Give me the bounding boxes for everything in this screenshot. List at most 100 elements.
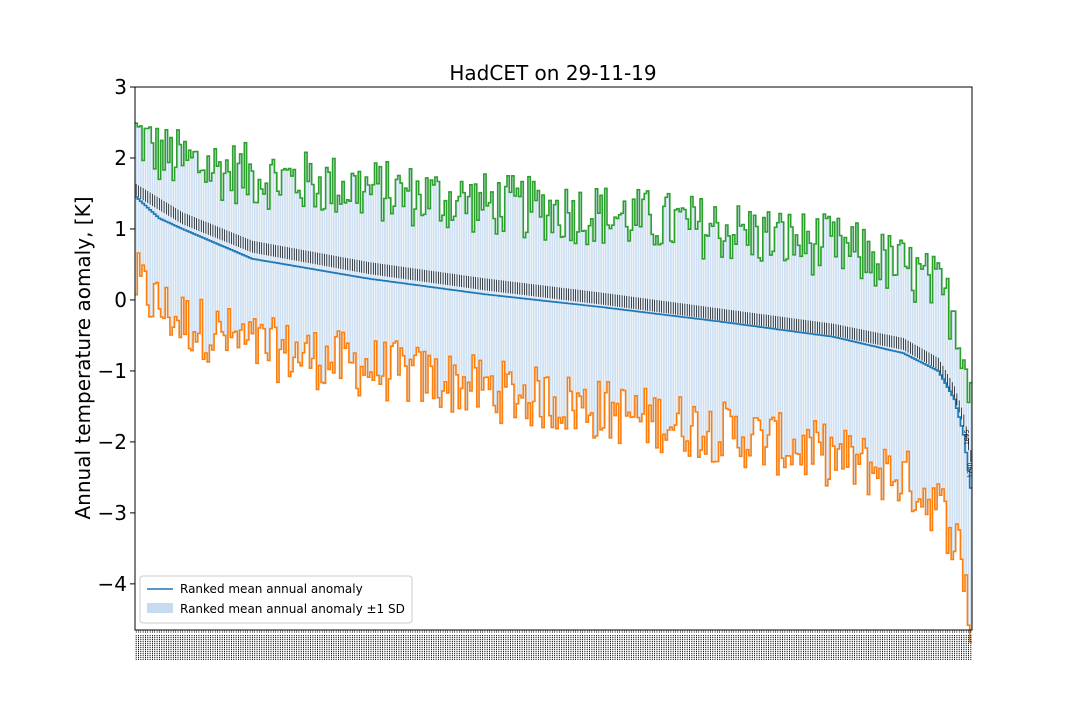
sd-band-bar xyxy=(939,268,942,496)
sd-band-bar xyxy=(451,220,454,412)
sd-band-bar xyxy=(790,227,793,465)
sd-band-bar xyxy=(786,259,789,456)
sd-band-bar xyxy=(872,252,875,474)
sd-band-bar xyxy=(551,232,554,428)
sd-band-bar xyxy=(409,168,412,360)
sd-band-bar xyxy=(644,193,647,389)
sd-band-bar xyxy=(828,216,830,480)
sd-band-bar xyxy=(516,188,519,404)
sd-band-bar xyxy=(495,234,498,413)
sd-band-bar xyxy=(839,235,842,444)
sd-band-bar xyxy=(184,141,186,335)
sd-band-bar xyxy=(646,190,649,443)
sd-band-bar xyxy=(653,244,656,398)
sd-band-bar xyxy=(372,184,375,381)
sd-band-bar xyxy=(235,203,237,332)
sd-band-bar xyxy=(321,209,324,383)
sd-band-bar xyxy=(158,179,161,309)
sd-band-bar xyxy=(660,243,663,453)
sd-band-bar xyxy=(493,218,496,406)
sd-band-bar xyxy=(630,230,633,418)
sd-band-bar xyxy=(967,402,970,626)
y-axis: 3 2 1 0 −1 −2 −3 −4 xyxy=(98,75,135,596)
sd-band-bar xyxy=(349,201,351,363)
sd-band-bar xyxy=(272,159,275,319)
sd-band-bar xyxy=(779,213,782,413)
y-tick-label: 2 xyxy=(114,146,127,170)
sd-band-bar xyxy=(611,225,614,403)
sd-band-bar xyxy=(407,190,410,402)
sd-band-bar xyxy=(949,338,951,528)
sd-band-bar xyxy=(300,197,303,366)
sd-band-bar xyxy=(477,220,479,407)
end-label-1740: 1740 xyxy=(967,463,974,478)
sd-band-bar xyxy=(707,236,709,432)
sd-band-bar xyxy=(212,172,214,351)
sd-band-bar xyxy=(704,234,707,455)
sd-band-bar xyxy=(402,206,405,356)
sd-band-bar xyxy=(586,244,589,423)
sd-band-bar xyxy=(149,127,151,317)
sd-band-bar xyxy=(360,212,363,367)
sd-band-bar xyxy=(795,234,798,454)
sd-band-bar xyxy=(956,348,958,525)
sd-band-bar xyxy=(318,177,321,366)
sd-band-bar xyxy=(356,203,358,389)
sd-band-bar xyxy=(918,263,921,500)
sd-band-bar xyxy=(781,222,784,459)
sd-band-bar xyxy=(525,232,528,419)
sd-band-bar xyxy=(330,203,333,363)
sd-band-bar xyxy=(193,151,196,332)
sd-band-bar xyxy=(225,160,228,351)
legend-mean-label: Ranked mean annual anomaly xyxy=(180,582,363,596)
sd-band-bar xyxy=(395,179,398,342)
sd-band-bar xyxy=(535,200,537,368)
sd-band-bar xyxy=(167,162,170,318)
sd-band-bar xyxy=(697,221,700,458)
sd-band-bar xyxy=(602,242,605,428)
y-tick-label: 0 xyxy=(114,288,127,312)
sd-band-bar xyxy=(656,235,658,448)
sd-band-bar xyxy=(823,214,826,425)
sd-band-bar xyxy=(400,183,403,349)
sd-band-bar xyxy=(937,262,940,484)
sd-band-bar xyxy=(391,213,393,347)
chart-title: HadCET on 29-11-19 xyxy=(449,61,656,85)
sd-band-bar xyxy=(298,190,300,363)
sd-band-bar xyxy=(909,247,912,492)
sd-band-bar xyxy=(432,184,435,399)
sd-band-bar xyxy=(879,279,882,469)
sd-band-bar xyxy=(542,195,544,428)
sd-band-bar xyxy=(328,172,330,370)
sd-band-bar xyxy=(265,183,268,354)
sd-band-bar xyxy=(558,225,561,418)
sd-band-bar xyxy=(788,214,791,456)
sd-band-bar xyxy=(423,214,426,352)
sd-band-bar xyxy=(163,169,165,319)
sd-band-bar xyxy=(818,265,821,443)
sd-band-bar xyxy=(907,268,909,452)
sd-band-bar xyxy=(323,208,326,384)
sd-band-bar xyxy=(363,191,365,376)
sd-band-bar xyxy=(916,257,919,502)
sd-band-bar xyxy=(911,290,914,512)
sd-band-bar xyxy=(486,205,489,378)
sd-band-bar xyxy=(207,156,210,362)
sd-band-bar xyxy=(181,165,184,298)
sd-band-bar xyxy=(570,240,572,392)
sd-band-bar xyxy=(563,236,565,417)
sd-band-bar xyxy=(923,265,926,489)
sd-band-bar xyxy=(411,225,414,366)
sd-band-bar xyxy=(749,211,751,456)
y-tick-label: −3 xyxy=(98,501,127,525)
sd-band-bar xyxy=(686,218,689,442)
sd-band-bar xyxy=(135,123,138,295)
legend-band-label: Ranked mean annual anomaly ±1 SD xyxy=(180,602,405,616)
sd-band-bar xyxy=(544,239,547,378)
sd-band-bar xyxy=(772,251,775,418)
sd-band-bar xyxy=(288,168,291,377)
sd-band-bar xyxy=(758,257,761,421)
sd-band-bar xyxy=(293,169,296,358)
sd-band-bar xyxy=(932,256,935,489)
